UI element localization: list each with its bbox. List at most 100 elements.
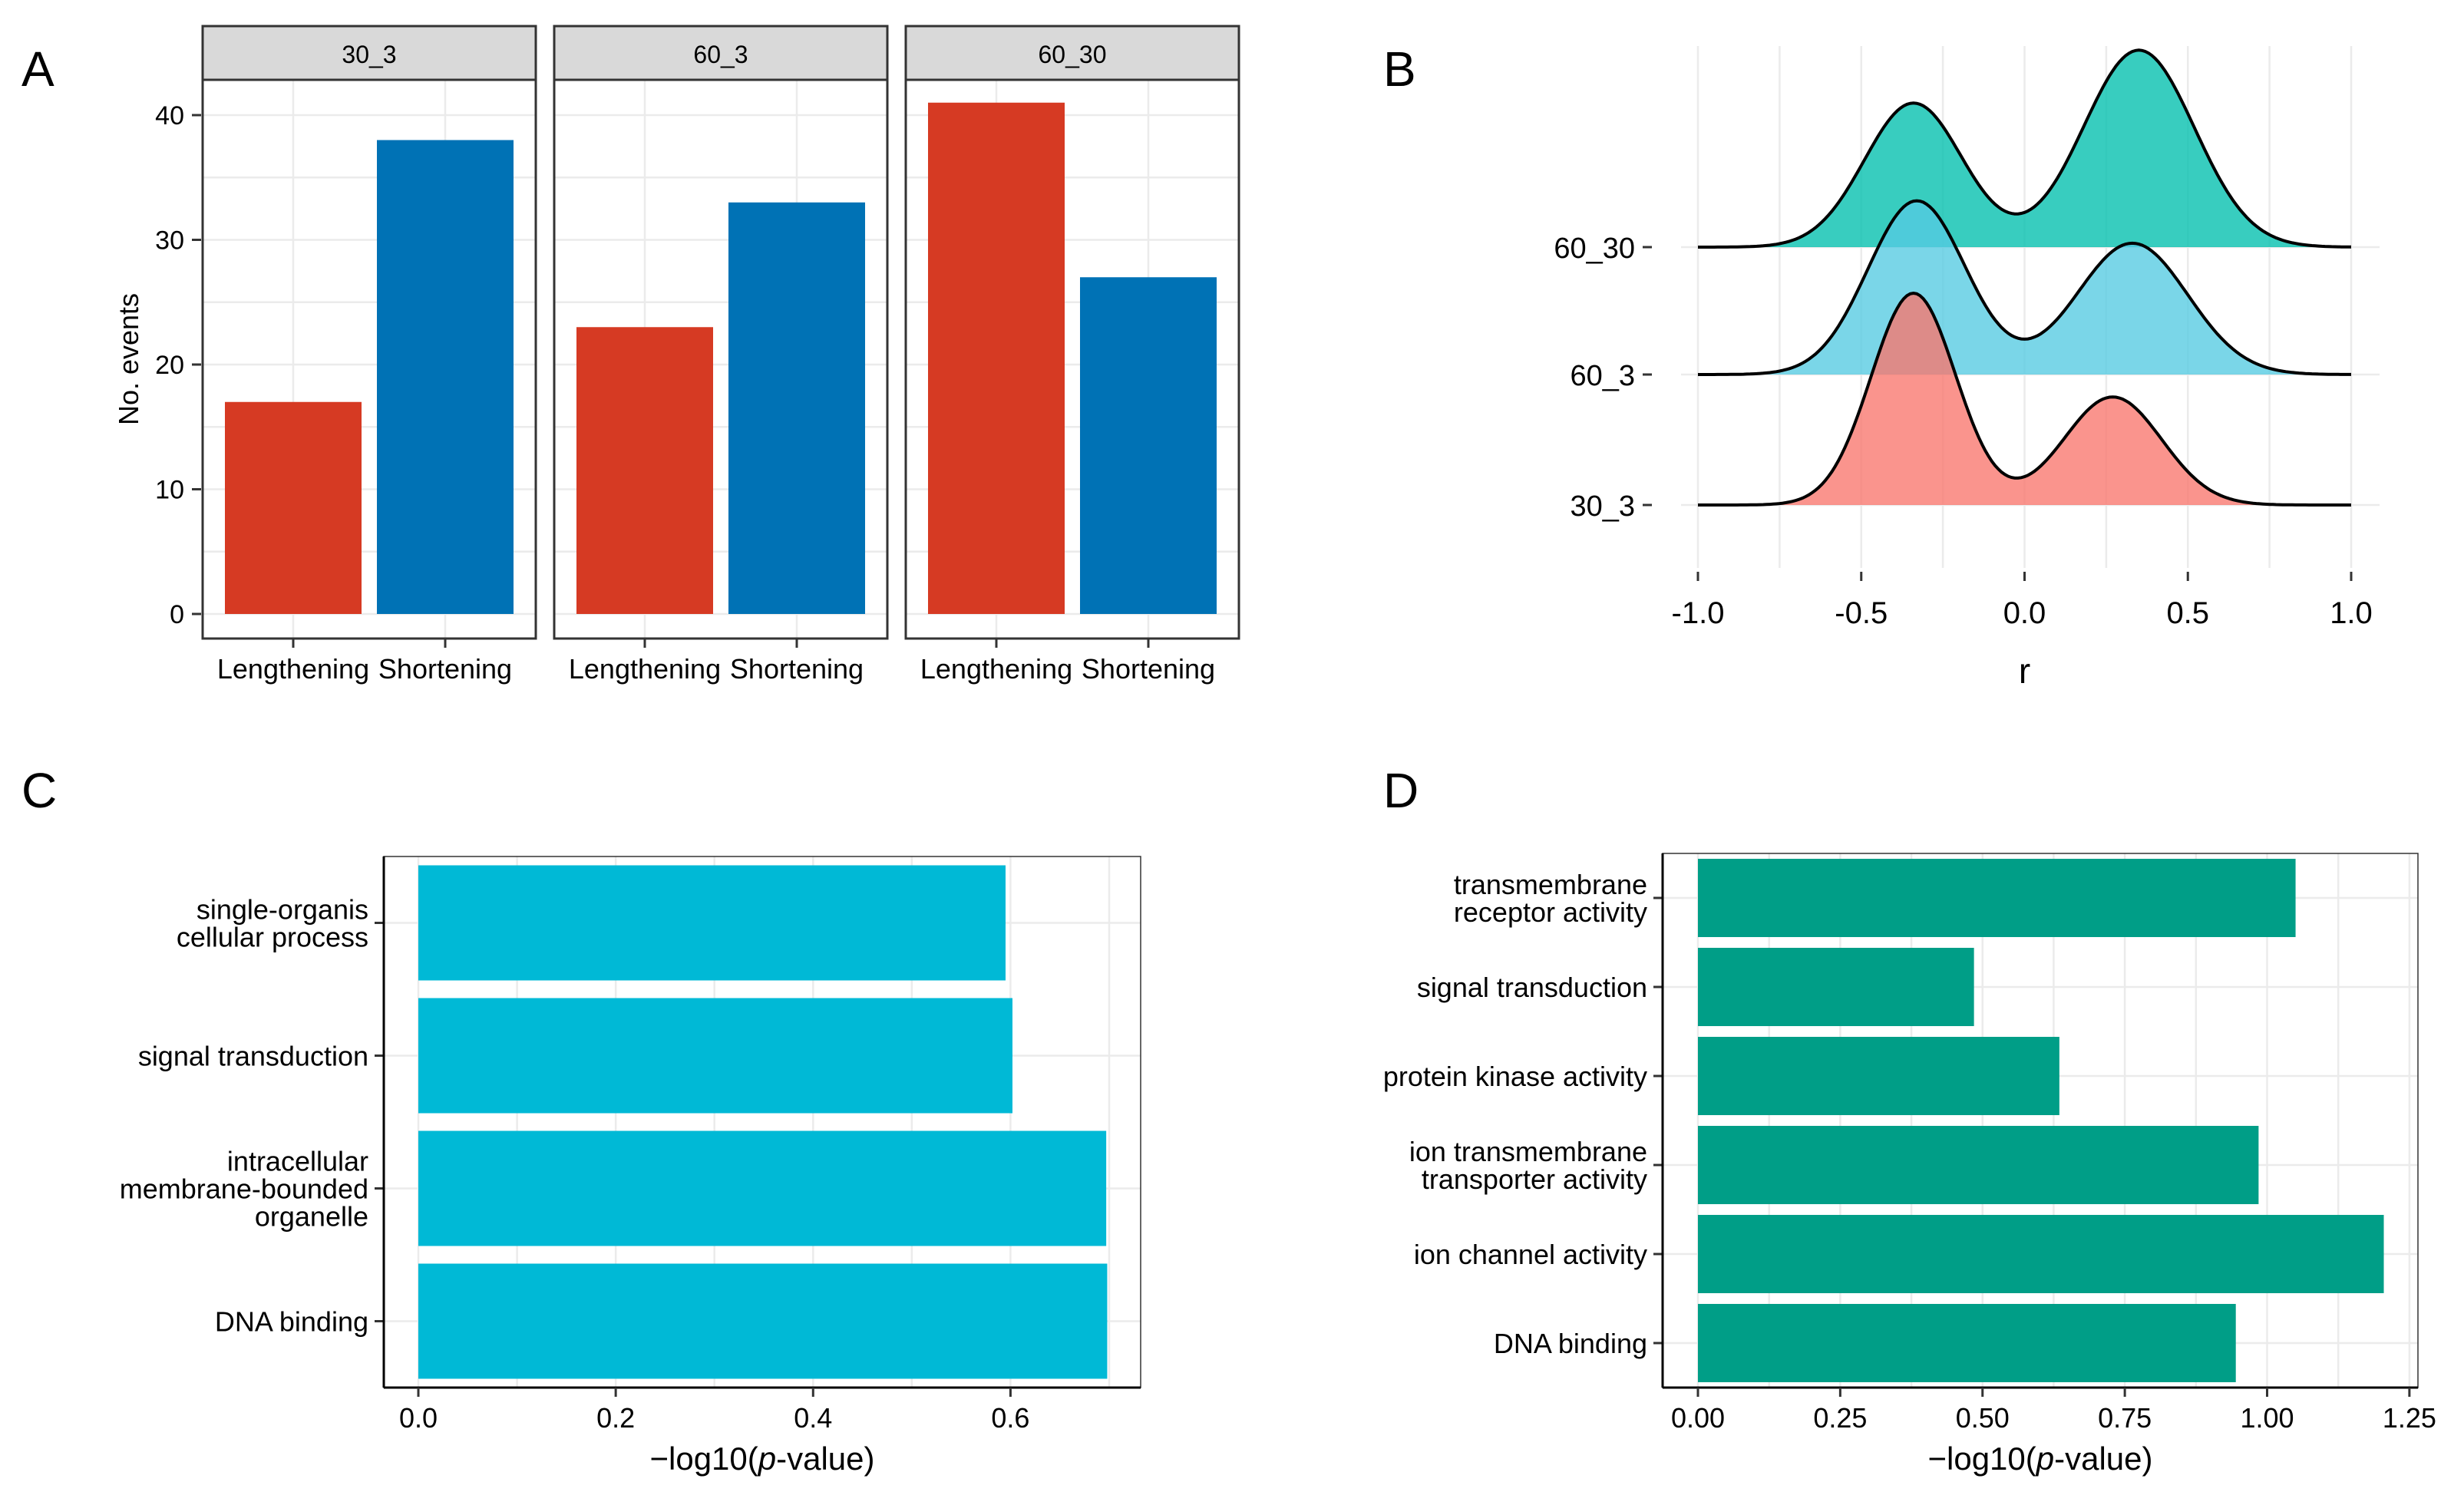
x-tick-label: 0.4 — [794, 1402, 832, 1434]
x-tick-label: 0.75 — [2098, 1402, 2152, 1434]
x-tick-label: 0.0 — [2003, 596, 2046, 630]
bar-lengthening-60-30 — [928, 102, 1065, 614]
x-tick-label: 0.50 — [1956, 1402, 2010, 1434]
y-tick-label-organelle: organelle — [255, 1200, 368, 1232]
x-tick-label: 1.25 — [2383, 1402, 2436, 1434]
y-tick-label-receptor-activity: receptor activity — [1454, 896, 1647, 928]
x-tick-label: 0.6 — [991, 1402, 1029, 1434]
bar-ion-transmembrane-transporter-activity — [1698, 1126, 2259, 1204]
bar-transmembrane-receptor-activity — [1698, 859, 2296, 937]
facet-30-3: 30_3 Lengthening Shortening — [201, 25, 537, 685]
x-tick-label: 0.0 — [399, 1402, 438, 1434]
x-tick-label: 0.25 — [1813, 1402, 1867, 1434]
ridge-outline-60-3 — [1698, 199, 2351, 376]
y-tick-label-dna-binding: DNA binding — [1494, 1328, 1647, 1359]
x-tick-label: 0.2 — [596, 1402, 635, 1434]
x-tick-label: 1.0 — [2330, 596, 2373, 630]
facet-strip-label: 60_3 — [693, 41, 748, 68]
panel-label-d: D — [1383, 763, 1419, 818]
facet-panel-frame — [553, 78, 889, 640]
x-tick-label-lengthening: Lengthening — [217, 653, 369, 685]
y-tick-label: 40 — [155, 101, 184, 130]
x-tick-label-shortening: Shortening — [378, 653, 512, 685]
y-tick-label: 0 — [170, 600, 184, 629]
facet-panel-frame — [201, 78, 537, 640]
y-tick-label-protein-kinase-activity: protein kinase activity — [1383, 1061, 1647, 1092]
bar-ion-channel-activity — [1698, 1215, 2384, 1293]
x-tick-label: 0.00 — [1671, 1402, 1725, 1434]
x-tick-label: 0.5 — [2166, 596, 2209, 630]
y-tick-label: 20 — [155, 351, 184, 380]
x-axis-title-italic: p — [2035, 1441, 2054, 1477]
ridge-outline-30-3 — [1698, 291, 2351, 507]
y-axis-title: No. events — [113, 293, 144, 425]
x-tick-label: 1.00 — [2240, 1402, 2294, 1434]
y-tick-label-ion-channel-activity: ion channel activity — [1414, 1239, 1647, 1270]
facet-strip — [553, 25, 889, 81]
x-tick-label-lengthening: Lengthening — [920, 653, 1072, 685]
ridge-outline-60-30 — [1698, 48, 2351, 249]
facet-strip — [201, 25, 537, 81]
panel-a-faceted-bar-chart: 0 10 20 30 40 No. events 30_3 Lengthening Shorte… — [113, 25, 1240, 685]
panel-label-a: A — [21, 41, 54, 97]
y-tick-label-60-30: 60_30 — [1554, 233, 1635, 265]
facet-60-3: 60_3 Lengthening Shortening — [553, 25, 889, 685]
y-tick-label-cellular-process: cellular process — [177, 921, 368, 952]
y-tick-label-dna-binding: DNA binding — [215, 1305, 368, 1337]
ridge-60-30 — [1698, 48, 2351, 249]
bar-signal-transduction — [1698, 948, 1974, 1026]
y-tick-label-membrane-bounded: membrane-bounded — [120, 1173, 368, 1204]
y-tick-label-transporter-activity: transporter activity — [1422, 1163, 1647, 1195]
y-tick-label-transmembrane: transmembrane — [1454, 869, 1647, 900]
panel-b-ridgeline-chart: 30_3 60_3 60_30 -1.0 -0.5 0.0 0.5 1.0 r — [1554, 46, 2380, 691]
x-axis-title: −log10(p-value) — [1927, 1441, 2152, 1477]
x-axis-title: −log10(p-value) — [649, 1441, 874, 1477]
x-tick-label: -1.0 — [1672, 596, 1725, 630]
y-tick-label-60-3: 60_3 — [1570, 360, 1635, 392]
y-tick-label-30-3: 30_3 — [1570, 490, 1635, 523]
y-tick-label-signal-transduction: signal transduction — [138, 1040, 368, 1071]
y-tick-label-single-organis: single-organis — [197, 893, 368, 925]
bar-intracellular-membrane-bounded-organelle — [418, 1130, 1107, 1246]
x-axis-title-italic: p — [757, 1441, 776, 1477]
y-tick-label-ion-transmembrane: ion transmembrane — [1409, 1136, 1647, 1167]
x-tick-label-shortening: Shortening — [730, 653, 864, 685]
ridge-fill-30-3 — [1698, 293, 2351, 505]
facet-strip-label: 60_30 — [1039, 41, 1107, 68]
bar-dna-binding — [418, 1263, 1108, 1379]
bar-single-organis-cellular-process — [418, 865, 1006, 981]
x-axis-title-prefix: −log10( — [649, 1441, 758, 1477]
y-tick-label: 30 — [155, 226, 184, 256]
ridge-30-3 — [1698, 291, 2351, 507]
x-axis-title-prefix: −log10( — [1927, 1441, 2036, 1477]
ridge-fill-60-30 — [1698, 50, 2351, 248]
ridge-fill-60-3 — [1698, 200, 2351, 375]
bar-shortening-60-3 — [728, 202, 865, 614]
bar-shortening-60-30 — [1080, 277, 1217, 614]
panel-label-b: B — [1383, 41, 1416, 97]
x-axis-title-suffix: -value) — [2054, 1441, 2152, 1477]
facet-panel-frame — [904, 78, 1240, 640]
y-tick-label-signal-transduction: signal transduction — [1417, 972, 1647, 1003]
bar-signal-transduction — [418, 998, 1012, 1114]
facet-60-30: 60_30 Lengthening Shortening — [904, 25, 1240, 685]
ridge-60-3 — [1698, 199, 2351, 376]
y-tick-label-intracellular: intracellular — [227, 1145, 368, 1177]
facet-strip-label: 30_3 — [342, 41, 396, 68]
x-axis-title-suffix: -value) — [776, 1441, 874, 1477]
panel-label-c: C — [21, 763, 57, 818]
bar-lengthening-60-3 — [576, 327, 713, 614]
x-axis-title: r — [2019, 651, 2030, 691]
bar-lengthening-30-3 — [225, 401, 362, 614]
x-tick-label-shortening: Shortening — [1082, 653, 1215, 685]
x-tick-label: -0.5 — [1835, 596, 1888, 630]
y-tick-label: 10 — [155, 476, 184, 505]
bar-protein-kinase-activity — [1698, 1037, 2059, 1115]
bar-dna-binding — [1698, 1304, 2236, 1382]
x-tick-label-lengthening: Lengthening — [569, 653, 721, 685]
bar-shortening-30-3 — [377, 140, 514, 614]
facet-strip — [904, 25, 1240, 81]
